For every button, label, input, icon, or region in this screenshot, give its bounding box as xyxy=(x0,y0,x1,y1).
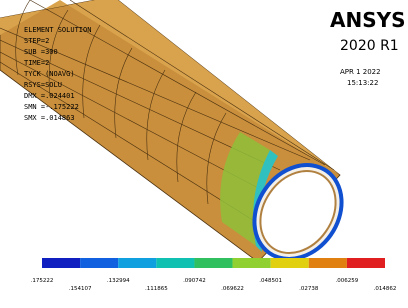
legend-label: .069622 xyxy=(221,286,244,292)
legend-swatch xyxy=(347,258,385,268)
info-line: ELEMENT SOLUTION xyxy=(24,26,91,34)
info-line: DMX =.024401 xyxy=(24,92,75,100)
legend-label: .02738 xyxy=(299,286,319,292)
info-line: SMX =.014863 xyxy=(24,114,75,122)
info-line: TIME=2 xyxy=(24,59,49,67)
info-line: RSYS=SOLU xyxy=(24,81,62,89)
legend-label: .154107 xyxy=(69,286,92,292)
info-line: SUB =300 xyxy=(24,48,58,56)
legend-swatch xyxy=(42,258,80,268)
legend-label: .132994 xyxy=(107,278,130,284)
date: APR 1 2022 xyxy=(340,68,381,76)
legend-swatch xyxy=(233,258,271,268)
time: 15:13:22 xyxy=(347,79,378,87)
brand: ANSYS xyxy=(330,8,406,32)
version: 2020 R1 xyxy=(340,38,399,54)
legend-label: .006259 xyxy=(336,278,359,284)
legend-swatch xyxy=(309,258,347,268)
legend-label: .014862 xyxy=(374,286,397,292)
legend-swatch xyxy=(194,258,232,268)
info-line: SMN =-.175222 xyxy=(24,103,79,111)
legend-swatch xyxy=(156,258,194,268)
legend-swatch xyxy=(118,258,156,268)
legend-swatch xyxy=(271,258,309,268)
legend-swatch xyxy=(80,258,118,268)
info-line: TYCK (NOAVG) xyxy=(24,70,75,78)
legend-label: .111865 xyxy=(145,286,168,292)
legend-label: .048501 xyxy=(259,278,282,284)
info-line: STEP=2 xyxy=(24,37,49,45)
result-plot: ANSYS 2020 R1 APR 1 2022 15:13:22 ELEMEN… xyxy=(0,0,408,308)
legend-label: .175222 xyxy=(31,278,54,284)
legend-label: .090742 xyxy=(183,278,206,284)
